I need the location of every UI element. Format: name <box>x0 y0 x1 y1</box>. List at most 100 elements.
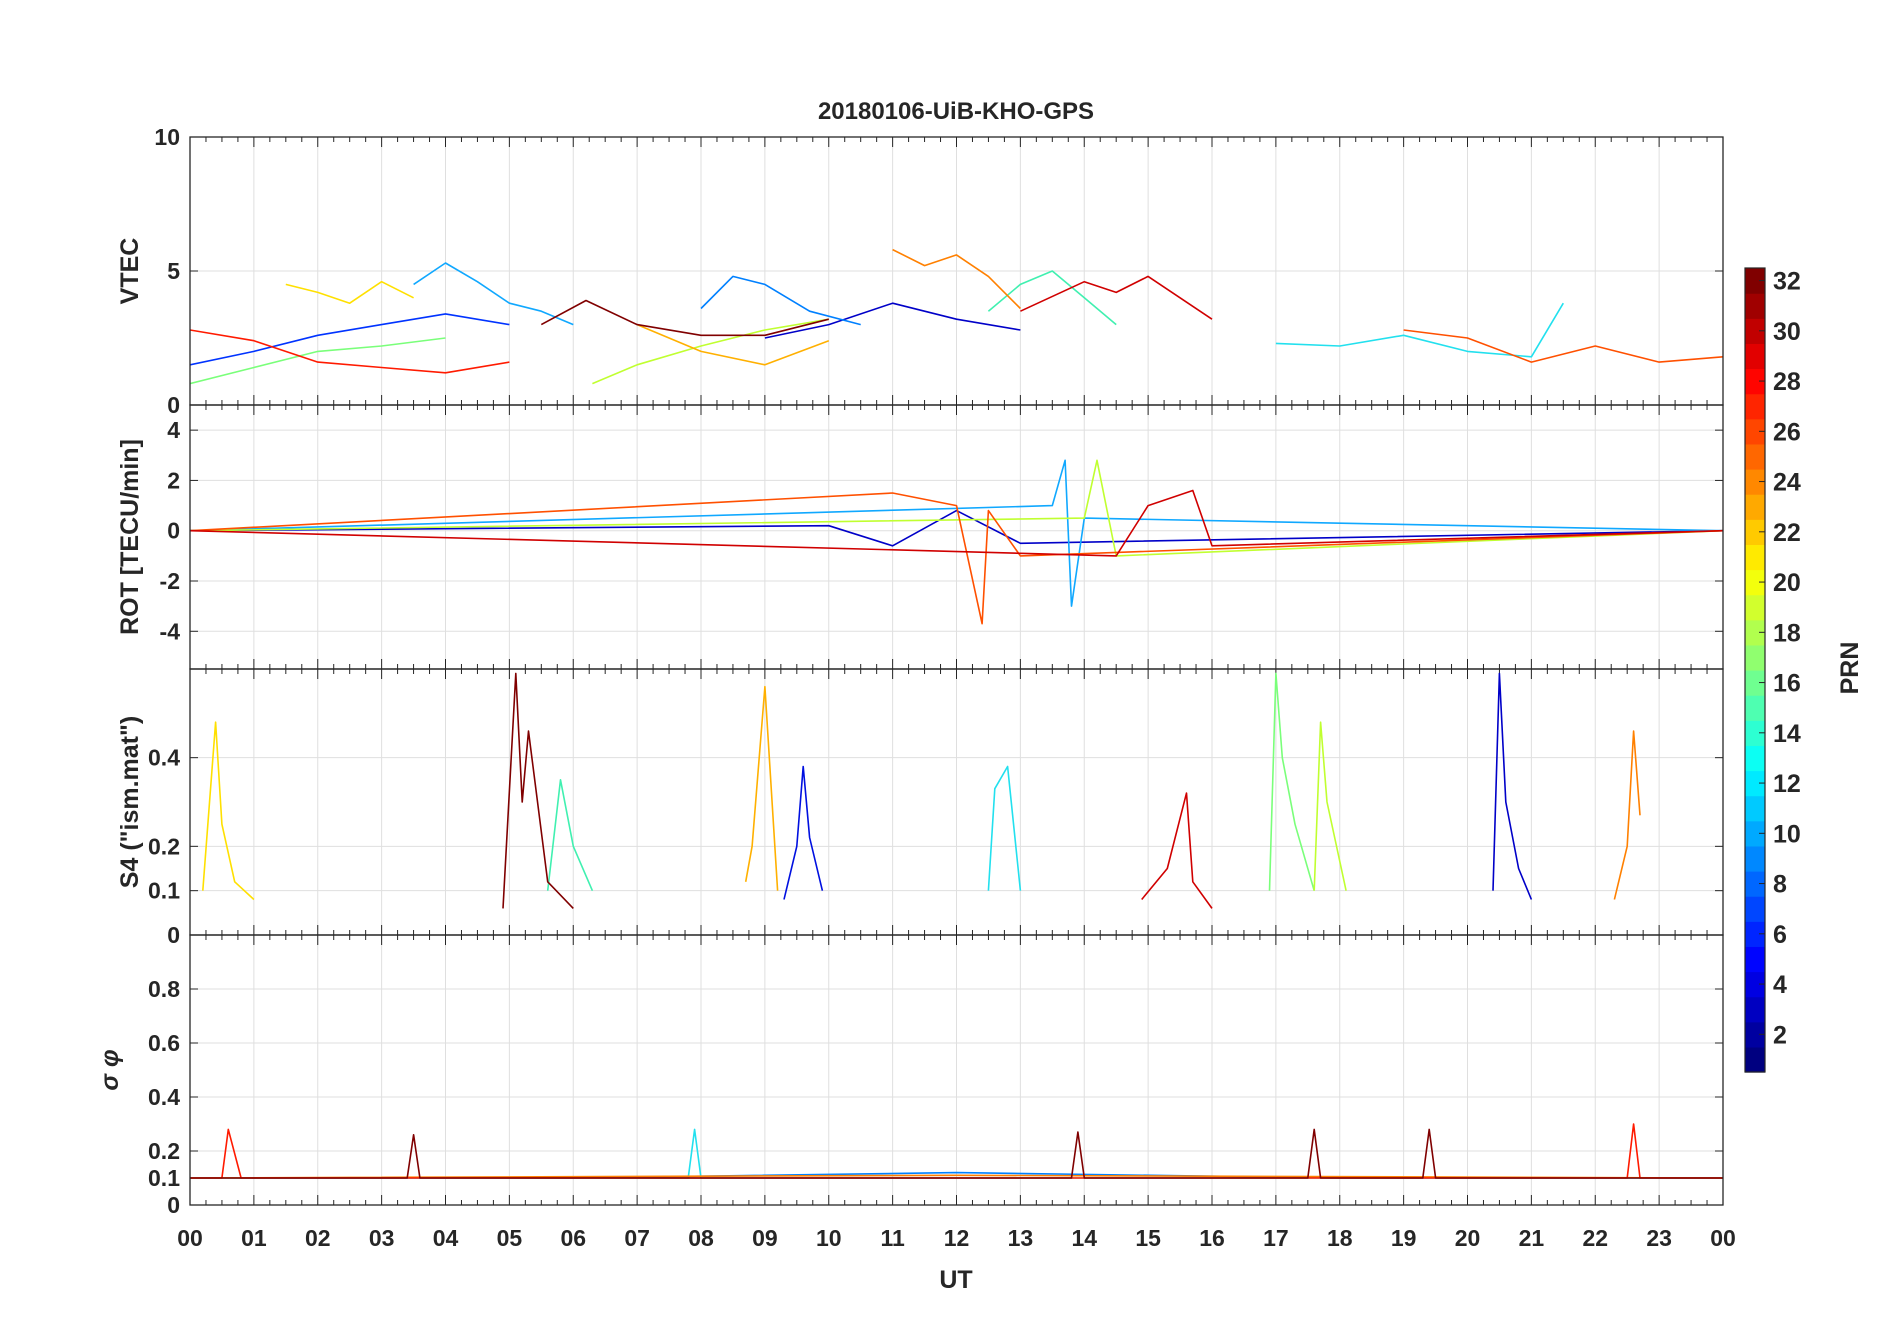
colorbar-segment <box>1745 996 1765 1023</box>
y-tick-label: -4 <box>160 618 181 644</box>
colorbar-tick-label: 30 <box>1773 318 1801 346</box>
y-tick-label: 0 <box>167 1192 180 1218</box>
colorbar-segment <box>1745 569 1765 596</box>
y-tick-label: 0.1 <box>148 878 180 904</box>
series-line-prn-10 <box>190 459 1723 607</box>
series-line-prn-30 <box>190 489 1723 557</box>
colorbar-segment <box>1745 318 1765 344</box>
series-group <box>190 459 1723 625</box>
colorbar-segment <box>1745 720 1765 746</box>
colorbar-segment <box>1745 619 1765 646</box>
x-tick-label: 16 <box>1199 1225 1225 1251</box>
colorbar-segment <box>1745 896 1765 922</box>
series-line-prn-30 <box>1141 792 1213 909</box>
x-tick-label: 04 <box>433 1225 459 1251</box>
colorbar-segment <box>1745 946 1765 973</box>
x-tick-label: 17 <box>1263 1225 1289 1251</box>
x-tick-label: 03 <box>369 1225 395 1251</box>
y-tick-label: 2 <box>167 467 180 493</box>
series-line-prn-32 <box>190 1128 1723 1179</box>
y-tick-label: 0 <box>167 392 180 418</box>
panel-rot: -4 -2 0 2 4 ROT [TECU/min] <box>116 404 1724 670</box>
x-tick-label: 02 <box>305 1225 331 1251</box>
series-line-prn-14 <box>546 778 594 892</box>
x-tick-label: 01 <box>241 1225 267 1251</box>
series-line-prn-26 <box>190 492 1723 625</box>
series-line-prn-24 <box>892 248 1021 310</box>
series-line-prn-30 <box>1020 275 1213 320</box>
series-line-prn-24 <box>1613 730 1641 900</box>
colorbar-segment <box>1745 418 1765 445</box>
colorbar-segment <box>1745 770 1765 797</box>
y-tick-label: 0.1 <box>148 1165 180 1191</box>
x-tick-label: 00 <box>177 1225 203 1251</box>
y-axis-label: S4 ("ism.mat") <box>116 716 144 888</box>
series-line-prn-24 <box>190 1174 1723 1179</box>
series-line-prn-2 <box>190 509 1723 547</box>
x-tick-label: 18 <box>1327 1225 1353 1251</box>
colorbar-label: PRN <box>1836 642 1864 695</box>
colorbar-tick-label: 20 <box>1773 569 1801 597</box>
y-tick-label: 5 <box>167 258 180 284</box>
series-line-prn-8 <box>700 275 861 326</box>
axes-box <box>189 934 1724 1206</box>
y-tick-label: -2 <box>160 568 180 594</box>
x-tick-label: 22 <box>1582 1225 1608 1251</box>
colorbar-segment <box>1745 544 1765 571</box>
y-tick-label: 4 <box>167 417 180 443</box>
colorbar-segment <box>1745 1021 1765 1048</box>
colorbar-segment <box>1745 871 1765 897</box>
colorbar-tick-label: 22 <box>1773 519 1801 547</box>
x-tick-label: 15 <box>1135 1225 1161 1251</box>
x-tick-label: 11 <box>880 1225 905 1251</box>
y-tick-label: 0 <box>167 922 180 948</box>
series-group <box>190 1123 1723 1179</box>
colorbar-segment <box>1745 670 1765 696</box>
series-line-prn-20 <box>285 280 414 305</box>
colorbar-segment <box>1745 469 1765 495</box>
colorbar-tick-label: 12 <box>1773 770 1801 798</box>
x-tick-label: 13 <box>1008 1225 1034 1251</box>
series-line-prn-32 <box>502 672 574 909</box>
x-tick-label: 08 <box>688 1225 714 1251</box>
colorbar-tick-label: 18 <box>1773 619 1801 647</box>
colorbar-segment <box>1745 268 1765 294</box>
colorbar-tick-label: 32 <box>1773 268 1801 296</box>
colorbar-tick-label: 4 <box>1773 971 1787 999</box>
series-line-prn-22 <box>744 685 779 891</box>
y-tick-label: 0 <box>167 518 180 544</box>
series-line-prn-18 <box>190 459 1723 557</box>
series-line-prn-22 <box>636 323 830 366</box>
series-line-prn-4 <box>783 765 824 900</box>
x-tick-label: 23 <box>1646 1225 1672 1251</box>
series-line-prn-32 <box>540 299 829 337</box>
colorbar-segment <box>1745 519 1765 545</box>
colorbar-segment <box>1745 494 1765 520</box>
series-line-prn-20 <box>202 721 255 901</box>
colorbar-segment <box>1745 921 1765 947</box>
colorbar-frame <box>1744 267 1766 1073</box>
y-tick-label: 0.2 <box>148 1138 180 1164</box>
colorbar-segment <box>1745 820 1765 847</box>
x-tick-label: 07 <box>624 1225 650 1251</box>
x-tick-label: 21 <box>1519 1225 1545 1251</box>
colorbar-segment <box>1745 971 1765 998</box>
series-group <box>190 248 1723 385</box>
y-tick-label: 10 <box>154 124 180 150</box>
colorbar-segment <box>1745 594 1765 621</box>
colorbar-tick-label: 16 <box>1773 670 1801 698</box>
colorbar-tick-label: 24 <box>1773 469 1801 497</box>
x-tick-label: 12 <box>944 1225 970 1251</box>
colorbar-segment <box>1745 644 1765 671</box>
series-line-prn-28 <box>190 329 510 374</box>
series-line-prn-10 <box>413 262 574 326</box>
x-tick-label: 19 <box>1391 1225 1417 1251</box>
colorbar-segment <box>1745 745 1765 772</box>
series-line-prn-14 <box>987 270 1117 326</box>
colorbar-tick-label: 8 <box>1773 871 1787 899</box>
series-line-prn-18 <box>1313 721 1347 891</box>
series-line-prn-12 <box>1275 302 1564 358</box>
colorbar-tick-label: 28 <box>1773 368 1801 396</box>
